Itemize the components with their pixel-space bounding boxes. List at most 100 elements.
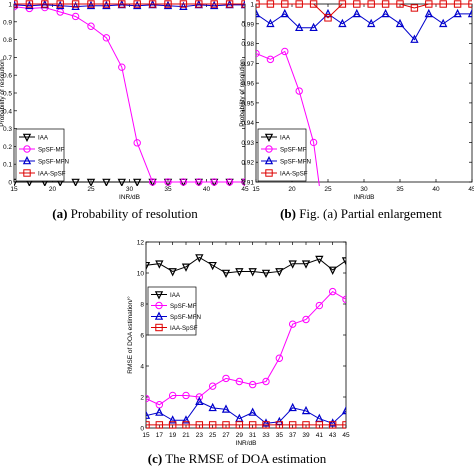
series-spsf-mf — [14, 2, 245, 186]
chart-c: 15 17 19 21 23 25 27 29 31 33 35 37 39 41 43 45 0 2 4 6 8 10 1… — [118, 238, 358, 450]
data-point — [367, 0, 375, 8]
data-point — [179, 0, 188, 8]
data-point — [262, 377, 270, 386]
data-point — [14, 178, 19, 186]
legend-label: IAA-SpSF — [38, 170, 66, 177]
data-point — [275, 354, 284, 362]
data-point — [288, 421, 297, 429]
data-point — [146, 394, 150, 403]
data-point — [163, 0, 173, 10]
data-point — [14, 0, 18, 8]
y-tick-label: 0.4 — [3, 108, 12, 115]
x-tick-label: 35 — [276, 432, 284, 439]
data-point — [266, 18, 275, 28]
data-point — [56, 0, 64, 8]
data-point — [86, 178, 96, 186]
data-point — [266, 55, 275, 64]
data-point — [256, 8, 261, 18]
x-tick-label: 30 — [126, 186, 134, 193]
data-point — [146, 421, 150, 429]
series-iaa-spsf — [146, 421, 346, 429]
data-point — [288, 260, 297, 269]
y-tick-label: 0.5 — [3, 91, 12, 98]
data-point — [195, 396, 204, 405]
data-point — [102, 0, 111, 10]
chart-b-svg: 15 20 25 30 35 40 450.910.920.930.940.950.960.… — [239, 0, 474, 201]
data-point — [248, 268, 257, 277]
legend-label: IAA-SpSF — [280, 170, 308, 177]
legend-label: SpSF-MF — [280, 146, 307, 153]
x-tick-label: 31 — [249, 432, 257, 439]
x-tick-label: 39 — [302, 432, 310, 439]
data-point — [439, 18, 448, 28]
data-point — [396, 0, 404, 8]
x-tick-label: 40 — [432, 186, 440, 193]
data-point — [467, 8, 472, 18]
data-point — [208, 261, 217, 271]
y-tick-label: 0.99 — [241, 21, 254, 28]
data-point — [424, 8, 433, 18]
data-point — [146, 261, 151, 271]
y-tick-label: 4 — [140, 364, 144, 371]
legend-marker — [23, 145, 31, 153]
data-point — [342, 295, 346, 304]
data-point — [266, 0, 275, 8]
x-tick-label: 30 — [360, 186, 368, 193]
data-point — [295, 22, 304, 32]
data-point — [281, 0, 289, 8]
series-line — [14, 6, 245, 183]
data-point — [221, 404, 231, 413]
data-point — [295, 87, 303, 95]
data-point — [248, 421, 257, 429]
y-tick-label: 0.6 — [3, 73, 12, 80]
x-tick-label: 29 — [236, 432, 244, 439]
data-point — [338, 0, 347, 8]
data-point — [241, 178, 245, 186]
data-point — [87, 0, 95, 8]
legend-marker — [23, 169, 31, 177]
x-tick-label: 19 — [169, 432, 177, 439]
legend-marker — [154, 291, 164, 300]
x-tick-label: 27 — [222, 432, 230, 439]
caption-b: (b) Fig. (a) Partial enlargement — [254, 206, 468, 222]
legend-label: SpSF-MFN — [38, 158, 69, 165]
data-point — [182, 391, 190, 400]
y-tick-label: 0.92 — [241, 160, 254, 167]
data-point — [102, 0, 111, 8]
y-tick-label: 0.8 — [3, 37, 12, 44]
data-point — [195, 0, 203, 8]
data-point — [439, 0, 447, 8]
y-tick-label: 0.96 — [241, 81, 254, 88]
data-point — [179, 178, 188, 186]
data-point — [328, 287, 337, 296]
y-tick-label: 0 — [140, 426, 144, 433]
data-point — [181, 263, 191, 272]
data-point — [288, 402, 297, 412]
data-point — [210, 178, 218, 186]
data-point — [146, 410, 151, 419]
data-point — [164, 0, 172, 8]
caption-b-text: Fig. (a) Partial enlargement — [299, 206, 442, 221]
data-point — [328, 418, 337, 427]
y-tick-label: 0.9 — [3, 19, 12, 26]
data-point — [309, 22, 318, 32]
y-tick-label: 0.1 — [3, 162, 12, 169]
caption-a-text: Probability of resolution — [70, 206, 198, 221]
chart-c-svg: 15 17 19 21 23 25 27 29 31 33 35 37 39 41 43 45 0 2 4 6 8 10 1… — [126, 240, 350, 448]
data-point — [410, 34, 419, 43]
chart-b: 15 20 25 30 35 40 45 0.91 0.92 0.93 0.94 0.95 0.96 0.… — [239, 0, 474, 201]
y-tick-label: 10 — [137, 271, 145, 278]
data-point — [168, 415, 177, 424]
y-axis-label: RMSE of DOA estimation/° — [126, 296, 134, 374]
series-line — [146, 290, 346, 406]
data-point — [235, 268, 244, 277]
data-point — [302, 421, 310, 429]
data-point — [155, 407, 164, 416]
data-point — [241, 0, 245, 8]
data-point — [71, 12, 80, 21]
data-point — [342, 421, 346, 429]
x-tick-label: 25 — [324, 186, 332, 193]
data-point — [301, 405, 311, 415]
data-point — [341, 405, 346, 415]
data-point — [118, 0, 126, 8]
